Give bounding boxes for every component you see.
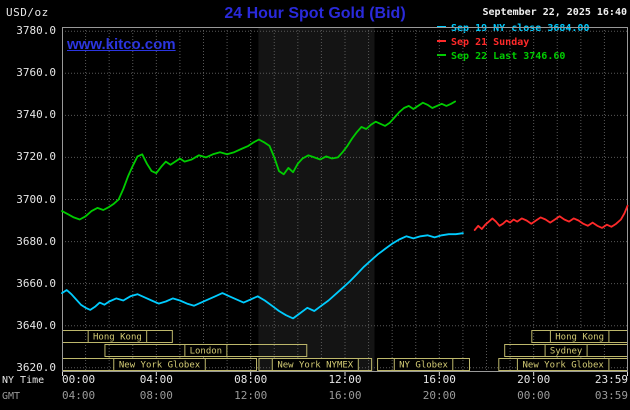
y-axis-tick-label: 3700.0 [16,192,56,206]
y-axis-tick-label: 3740.0 [16,108,56,122]
session-label-box [184,344,228,357]
y-axis-tick-label: 3760.0 [16,66,56,80]
session-label: New York NYMEX [277,361,353,371]
legend-label: Sep 21 Sunday [451,37,530,48]
session-label-box [544,344,588,357]
session-label: New York Globex [523,361,605,371]
kitco-watermark-link[interactable]: www.kitco.com [67,36,176,53]
gmt-axis-label: GMT [2,391,21,402]
session-label: NY Globex [399,361,448,371]
y-axis-tick-label: 3660.0 [16,276,56,290]
legend-item-sep22: Sep 22 Last 3746.60 [437,50,589,64]
y-axis-tick-label: 3620.0 [16,360,56,374]
x-axis-gmt-label: 20:00 [422,389,456,402]
chart-canvas: Hong Kong Hong Kong London Sydney New York G… [61,27,629,376]
legend-label: Sep 19 NY close 3684.00 [451,23,590,34]
price-units-label: USD/oz [6,6,49,19]
price-line-sep19 [61,232,464,320]
legend-label: Sep 22 Last 3746.60 [451,51,566,62]
x-axis-gmt-label: 16:00 [328,389,362,402]
ny-time-axis-label: NY Time [2,375,45,386]
session-label: New York Globex [119,361,201,371]
session-label: London [190,347,223,357]
chart-title: 24 Hour Spot Gold (Bid) [224,5,406,22]
y-axis-tick-label: 3640.0 [16,318,56,332]
price-line-sep22 [61,100,457,221]
session-label: Sydney [550,347,583,357]
plot-area: Hong Kong Hong Kong London Sydney New York G… [61,27,629,377]
nymex-session-band [258,27,375,372]
legend-item-sep21: Sep 21 Sunday [437,36,589,50]
price-line-sep21 [473,204,629,231]
x-axis-gmt-label: 12:00 [234,389,268,402]
x-axis-gmt-label: 03:59 [594,389,628,402]
plot-frame [62,27,628,372]
y-axis-tick-label: 3780.0 [16,24,56,38]
series-dash-icon [437,54,446,56]
session-label-box [113,358,206,371]
session-label-box [393,358,454,371]
series-dash-icon [437,40,446,42]
session-label-box [549,330,610,343]
y-axis-tick-label: 3720.0 [16,150,56,164]
session-label: Hong Kong [93,333,142,343]
y-axis-tick-label: 3680.0 [16,234,56,248]
session-label-box [516,358,610,371]
session-label-box [87,330,148,343]
session-label-box [271,358,359,371]
x-axis-gmt-label: 00:00 [517,389,551,402]
session-label: Hong Kong [555,333,604,343]
x-axis-gmt-label: 04:00 [62,389,96,402]
chart-timestamp: September 22, 2025 16:40 [482,7,628,18]
x-axis-gmt-label: 08:00 [139,389,173,402]
